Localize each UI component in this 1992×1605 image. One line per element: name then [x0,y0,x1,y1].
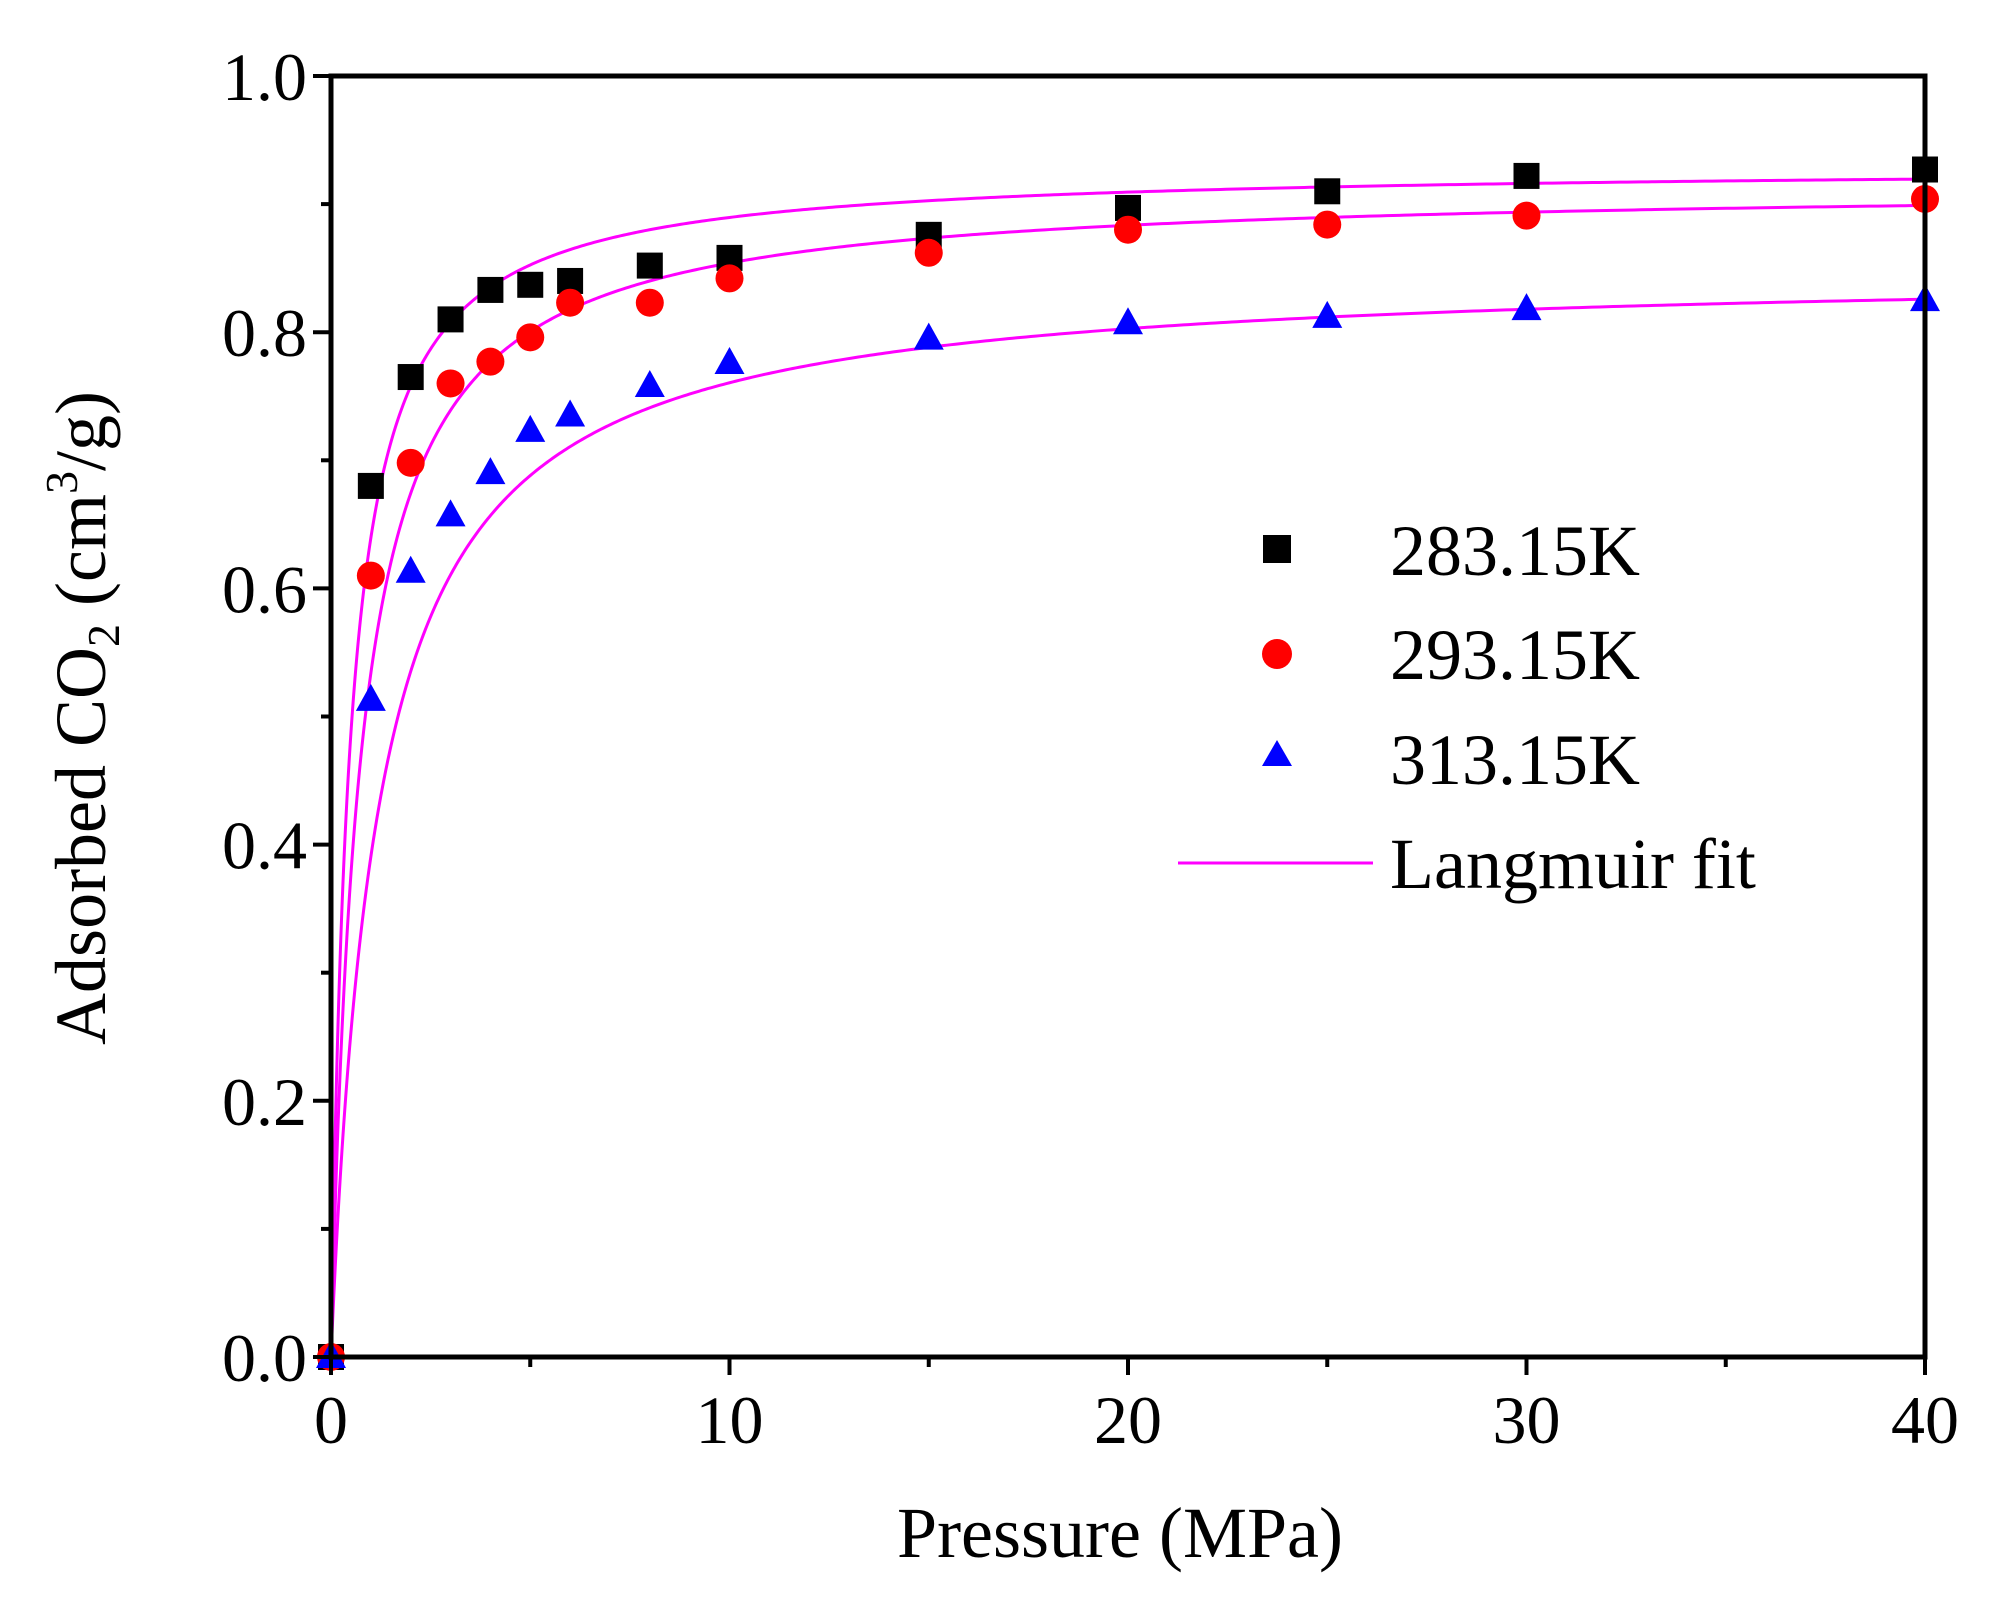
point-313-triangle [714,346,745,374]
point-283-square [636,252,663,279]
legend-marker-293 [1262,639,1292,669]
point-293-circle [635,288,664,317]
point-283-square [397,364,424,391]
y-tick-label: 1.0 [222,39,307,115]
point-293-circle [1313,210,1342,239]
langmuir-fit-curve [329,203,1926,1358]
x-tick-label: 0 [314,1382,348,1458]
langmuir-fit-curve [329,297,1926,1358]
legend-label-283: 283.15K [1390,511,1640,591]
point-283-square [357,472,384,499]
point-283-square [517,271,544,298]
point-313-triangle [475,457,506,485]
point-293-circle [914,238,943,267]
x-tick-label: 30 [1493,1382,1561,1458]
x-axis-title: Pressure (MPa) [897,1493,1343,1573]
point-283-square [437,306,464,333]
data-points [316,156,1940,1371]
x-tick-label: 20 [1094,1382,1162,1458]
point-313-triangle [634,370,665,398]
point-293-circle [715,264,744,293]
y-axis-title-middle: (cm [41,494,121,624]
point-283-square [1314,178,1341,205]
y-axis-title-superscript: 3 [36,471,87,494]
langmuir-fit-curve [329,177,1926,1357]
point-293-circle [516,323,545,352]
point-283-square [477,276,504,303]
point-293-circle [556,288,585,317]
point-313-triangle [913,322,944,350]
point-313-triangle [355,683,386,711]
axis-ticks [313,74,1927,1375]
y-tick-label: 0.0 [222,1320,307,1396]
y-axis-title-prefix: Adsorbed CO [41,647,121,1045]
y-tick-label: 0.6 [222,551,307,627]
x-tick-label: 10 [696,1382,764,1458]
legend-label-langmuir: Langmuir fit [1390,824,1756,904]
point-293-circle [356,561,385,590]
point-313-triangle [435,499,466,527]
point-313-triangle [555,399,586,427]
point-313-triangle [395,555,426,583]
legend-label-313: 313.15K [1390,720,1640,800]
point-293-circle [396,448,425,477]
x-tick-label: 40 [1891,1382,1959,1458]
point-293-circle [476,347,505,376]
y-tick-label: 0.4 [222,808,307,884]
legend-marker-313 [1262,740,1292,766]
y-axis-title-subscript: 2 [78,624,129,647]
y-tick-label: 0.8 [222,295,307,371]
point-313-triangle [1511,293,1542,321]
y-tick-label: 0.2 [222,1064,307,1140]
legend-marker-283 [1263,535,1291,563]
point-293-circle [1512,201,1541,230]
point-293-circle [1114,215,1142,244]
fit-curves [329,177,1926,1358]
point-313-triangle [1312,300,1343,328]
y-axis-title-suffix: /g) [41,391,121,471]
point-283-square [1513,162,1540,189]
y-axis-title: Adsorbed CO2 (cm3/g) [36,391,129,1045]
legend-label-293: 293.15K [1390,615,1640,695]
legend: 283.15K 293.15K 313.15K Langmuir fit [1178,511,1756,904]
tick-labels: 0 10 20 30 40 0.0 0.2 0.4 0.6 0.8 1.0 [222,39,1959,1458]
point-313-triangle [515,414,546,442]
point-293-circle [436,369,465,398]
point-313-triangle [1113,307,1143,335]
